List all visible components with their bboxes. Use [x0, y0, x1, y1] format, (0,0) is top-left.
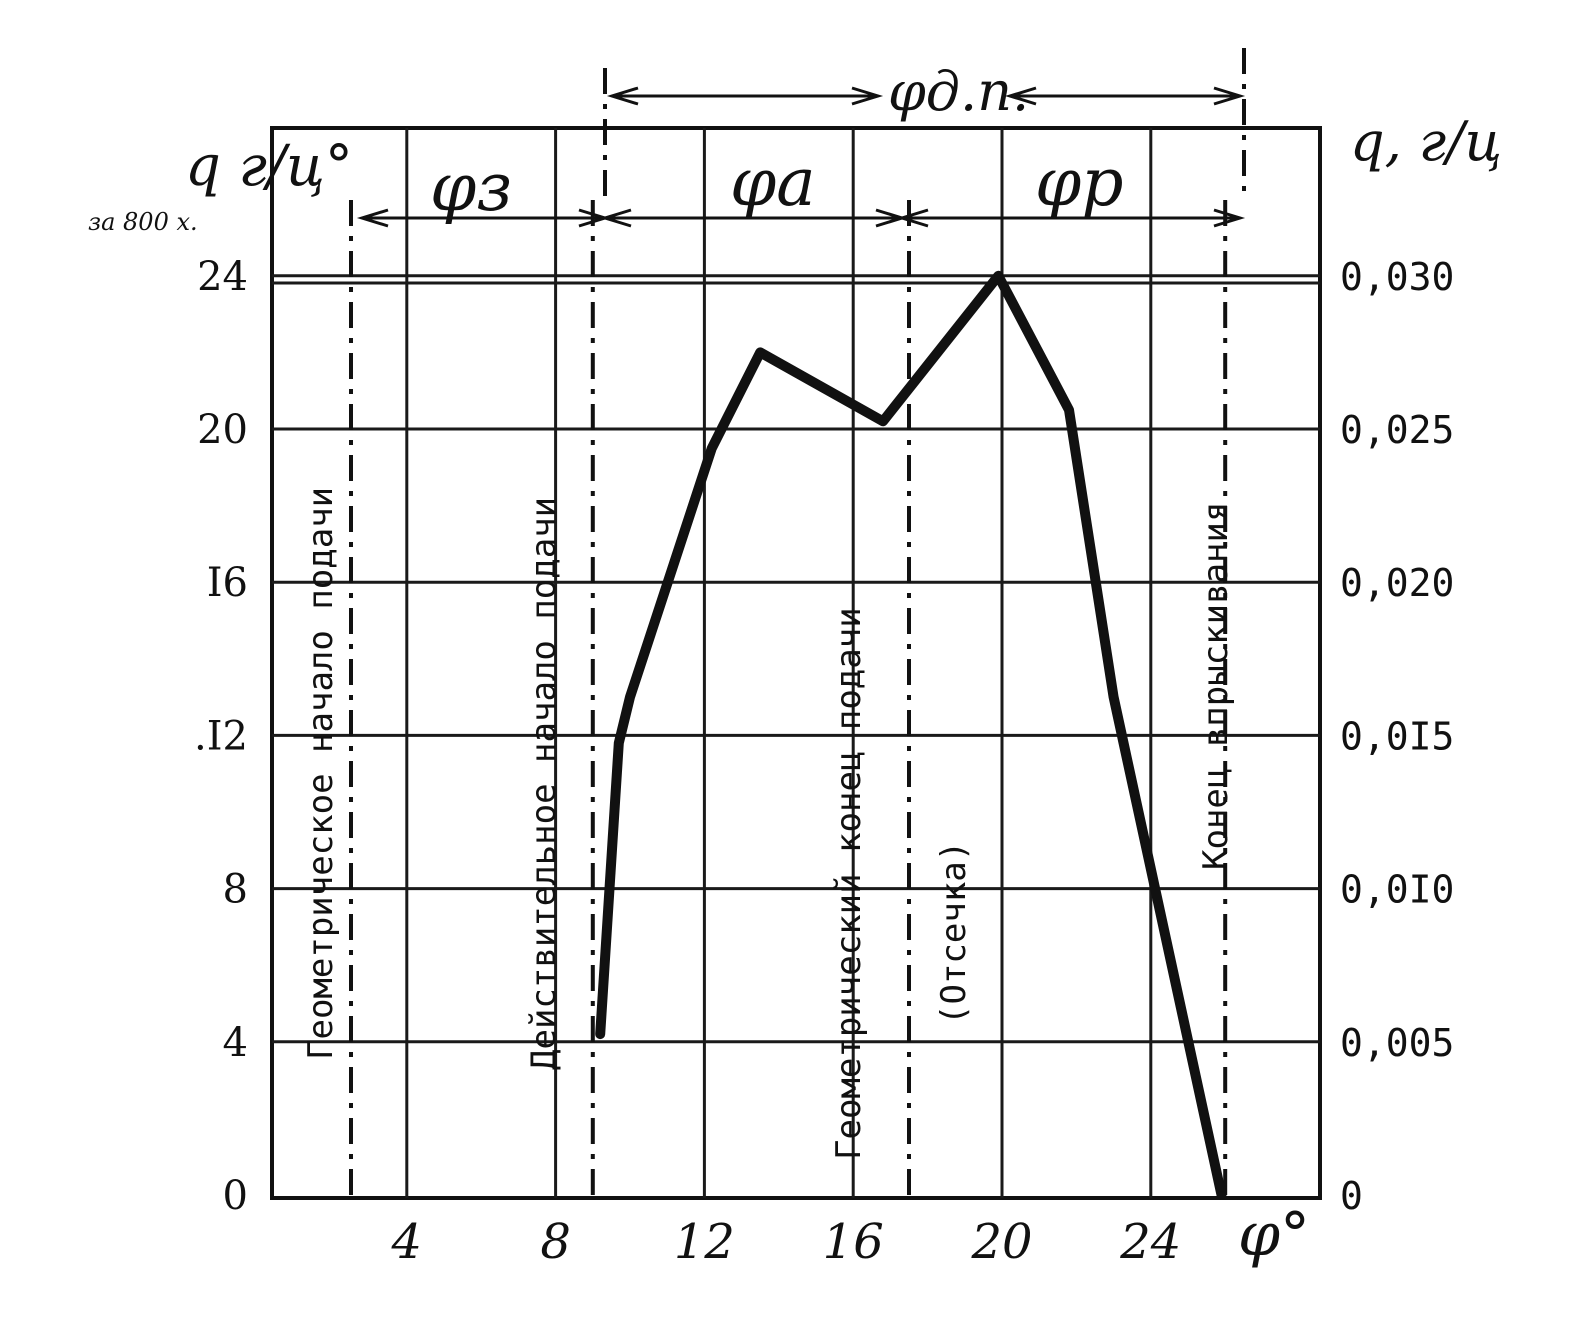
interval-phi-p: φр [1035, 144, 1123, 221]
event-markers [349, 48, 1246, 1198]
series-point [614, 739, 623, 748]
y-left-tick-label: 4 [223, 1020, 248, 1066]
interval-phi-z: φз [430, 149, 512, 226]
marker-label: Геометрическое начало подачи [301, 487, 341, 1060]
interval-phi-a: φа [730, 144, 816, 221]
series-point [626, 693, 634, 702]
marker-label: Действительное начало подачи [524, 497, 564, 1070]
y-left-tick-label: I6 [207, 560, 248, 606]
series-point [1217, 1191, 1226, 1199]
y-left-sublabel: за 800 х. [88, 208, 198, 236]
y-left-tick-label: 20 [197, 407, 248, 453]
phi-p-arrow-head-right [1213, 208, 1246, 228]
y-right-label: q, г/ц [1350, 110, 1502, 173]
phi-dp-arrow-right-head-right [1213, 86, 1246, 106]
phi-p-arrow-head-left [896, 208, 929, 228]
x-tick-label: 16 [823, 1214, 884, 1270]
y-right-tick-label: 0,025 [1340, 408, 1454, 452]
marker-label: Конец впрыскивания [1196, 502, 1236, 870]
y-right-tick-label: 0,0I5 [1340, 714, 1454, 758]
series-point [994, 271, 1003, 280]
y-left-tick-label: .I2 [194, 713, 248, 759]
vertical-gridlines [405, 128, 1153, 1198]
series-line [595, 270, 1227, 1200]
interval-phi-dp: φд.п. [888, 60, 1029, 123]
series-point [1109, 693, 1118, 702]
x-axis-unit: φ° [1238, 1200, 1310, 1270]
x-tick-label: 12 [674, 1214, 735, 1270]
series-point [707, 444, 716, 453]
y-right-tick-label: 0,005 [1340, 1021, 1454, 1065]
horizontal-gridlines [272, 274, 1320, 1044]
y-right-tick-label: 0 [1340, 1174, 1363, 1218]
series-group [595, 270, 1227, 1200]
phi-a-arrow-head-left [599, 208, 632, 228]
interval-arrows [356, 86, 1246, 228]
marker-labels: Геометрическое начало подачи Действительн… [301, 487, 1236, 1160]
phi-dp-arrow-left-head-left [606, 86, 639, 106]
y-left-tick-label: 0 [223, 1173, 248, 1219]
marker-note: (Отсечка) [934, 841, 974, 1025]
phi-dp-arrow-right-head-left [1004, 86, 1037, 106]
y-left-ticks: 0 4 8 I6 .I2 20 24 [194, 254, 248, 1219]
y-left-label: q г/ц° [185, 134, 353, 199]
phi-dp-arrow-left-head-right [851, 86, 884, 106]
plot-frame [270, 126, 1322, 1200]
y-right-tick-label: 0,0I0 [1340, 868, 1454, 912]
phi-z-arrow-head-left [356, 208, 389, 228]
x-tick-label: 4 [391, 1214, 423, 1270]
y-left-tick-label: 24 [197, 254, 248, 300]
series-point [756, 348, 765, 357]
y-right-tick-label: 0,020 [1340, 561, 1454, 605]
y-right-ticks: 0 0,005 0,0I0 0,0I5 0,020 0,025 0,030 [1340, 255, 1454, 1218]
y-right-tick-label: 0,030 [1340, 255, 1454, 299]
marker-label: Геометрический конец подачи [829, 607, 869, 1160]
y-left-tick-label: 8 [223, 867, 248, 913]
x-ticks: 4 8 12 16 20 24 [391, 1214, 1182, 1270]
x-tick-label: 8 [540, 1214, 571, 1270]
series-point [596, 1030, 605, 1039]
x-tick-label: 24 [1119, 1214, 1181, 1270]
series-point [1064, 405, 1073, 414]
series-point [878, 417, 887, 426]
x-tick-label: 20 [970, 1214, 1032, 1270]
